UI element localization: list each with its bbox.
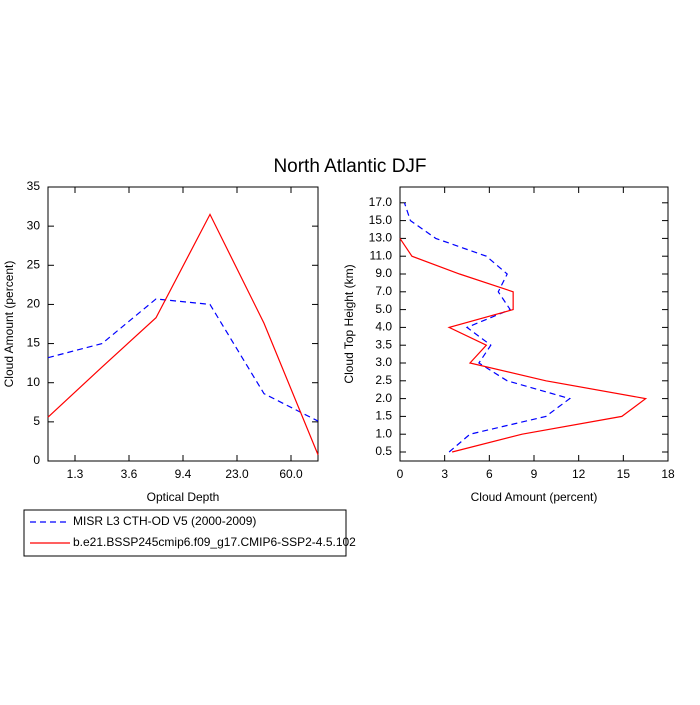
y-tick-label: 1.0	[375, 426, 392, 440]
y-tick-label: 7.0	[375, 284, 392, 298]
y-tick-label: 35	[27, 179, 41, 193]
y-tick-label: 25	[27, 257, 41, 271]
x-tick-label: 3	[441, 467, 448, 481]
y-tick-label: 9.0	[375, 266, 392, 280]
y-axis-label: Cloud Top Height (km)	[342, 264, 356, 383]
data-line	[403, 202, 572, 453]
data-line	[47, 213, 319, 455]
x-tick-label: 1.3	[67, 467, 84, 481]
chart-title: North Atlantic DJF	[273, 156, 426, 177]
data-line	[399, 238, 648, 453]
y-tick-label: 30	[27, 218, 41, 232]
y-tick-label: 20	[27, 297, 41, 311]
x-tick-label: 6	[486, 467, 493, 481]
x-tick-label: 12	[572, 467, 586, 481]
legend-box	[23, 509, 347, 557]
x-tick-label: 0	[397, 467, 404, 481]
x-tick-label: 60.0	[279, 467, 303, 481]
y-tick-label: 15	[27, 336, 41, 350]
y-tick-label: 10	[27, 375, 41, 389]
y-tick-label: 3.0	[375, 355, 392, 369]
y-tick-label: 2.5	[375, 373, 392, 387]
x-tick-label: 23.0	[225, 467, 249, 481]
x-axis-label: Optical Depth	[147, 490, 220, 504]
legend-label: b.e21.BSSP245cmip6.f09_g17.CMIP6-SSP2-4.…	[73, 535, 356, 549]
y-tick-label: 5	[33, 414, 40, 428]
x-tick-label: 15	[617, 467, 631, 481]
y-tick-label: 11.0	[370, 248, 393, 262]
y-tick-label: 3.5	[375, 337, 392, 351]
y-tick-label: 15.0	[369, 213, 393, 227]
y-tick-label: 0.5	[375, 444, 392, 458]
y-tick-label: 13.0	[369, 231, 393, 245]
x-tick-label: 3.6	[121, 467, 138, 481]
y-tick-label: 1.5	[375, 409, 392, 423]
data-line	[47, 298, 319, 422]
x-tick-label: 18	[661, 467, 675, 481]
y-tick-label: 17.0	[369, 195, 393, 209]
x-tick-label: 9	[531, 467, 538, 481]
y-axis-label: Cloud Amount (percent)	[2, 261, 16, 388]
x-axis-label: Cloud Amount (percent)	[471, 490, 598, 504]
x-tick-label: 9.4	[175, 467, 192, 481]
y-tick-label: 4.0	[375, 320, 392, 334]
legend-label: MISR L3 CTH-OD V5 (2000-2009)	[73, 514, 256, 528]
y-tick-label: 2.0	[375, 391, 392, 405]
y-tick-label: 5.0	[375, 302, 392, 316]
y-tick-label: 0	[33, 453, 40, 467]
